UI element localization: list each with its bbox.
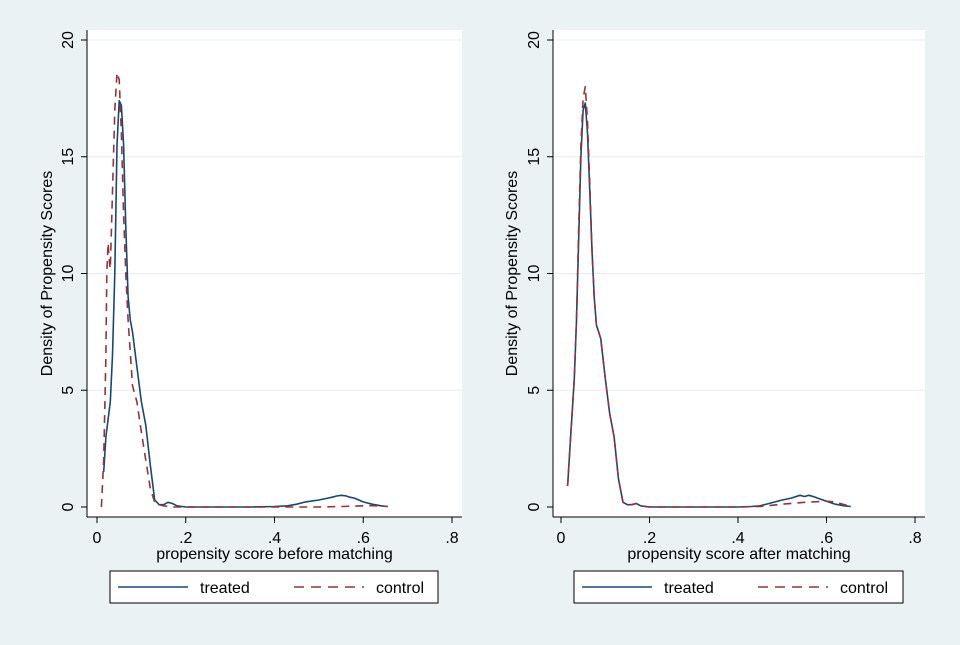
legend-label-control: control [840, 580, 888, 597]
y-tick-label: 15 [60, 148, 77, 166]
x-axis-title: propensity score before matching [156, 546, 393, 563]
x-tick-label: .4 [731, 530, 744, 547]
y-axis-title: Density of Propensity Scores [504, 171, 521, 376]
y-tick-label: 5 [526, 386, 543, 395]
y-tick-label: 20 [526, 31, 543, 49]
x-tick-label: .6 [820, 530, 833, 547]
y-tick-label: 10 [60, 265, 77, 283]
series-line-treated [102, 99, 388, 508]
x-tick-label: .2 [643, 530, 656, 547]
panel-2: 0 5 10 15 20 0 .2 .4 .6 .8 propensity score after … [504, 30, 925, 604]
y-tick-label: 15 [526, 148, 543, 166]
x-tick-label: .8 [908, 530, 921, 547]
y-tick-label: 10 [526, 265, 543, 283]
x-tick-label: .4 [268, 530, 281, 547]
x-tick-label: .2 [179, 530, 192, 547]
x-tick-label: .6 [357, 530, 370, 547]
y-tick-label: 0 [60, 502, 77, 511]
series-line-control [100, 71, 388, 508]
legend: treated control [573, 570, 904, 604]
legend: treated control [109, 570, 439, 604]
legend-label-treated: treated [200, 580, 250, 597]
x-tick-label: 0 [93, 530, 102, 547]
panel-1: 0 5 10 15 20 0 .2 .4 .6 .8 propensity score before… [39, 30, 462, 604]
y-tick-label: 5 [60, 386, 77, 395]
legend-label-treated: treated [664, 580, 714, 597]
x-tick-label: 0 [557, 530, 566, 547]
y-tick-label: 0 [526, 502, 543, 511]
series-line-control [566, 85, 851, 508]
y-tick-label: 20 [60, 31, 77, 49]
x-axis-title: propensity score after matching [627, 546, 850, 563]
legend-label-control: control [376, 580, 424, 597]
y-axis-title: Density of Propensity Scores [39, 171, 56, 376]
x-tick-label: .8 [445, 530, 458, 547]
